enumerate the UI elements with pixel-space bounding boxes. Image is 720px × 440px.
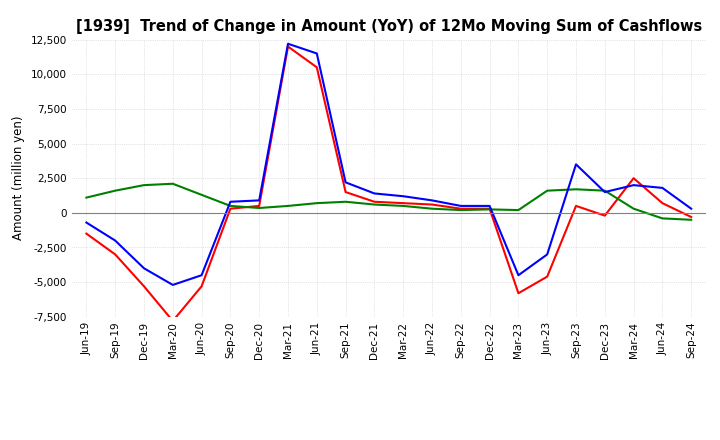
Operating Cashflow [428,202,436,207]
Operating Cashflow [485,206,494,211]
Free Cashflow [629,183,638,188]
Free Cashflow [600,189,609,194]
Investing Cashflow [687,217,696,222]
Operating Cashflow [312,65,321,70]
Investing Cashflow [255,205,264,211]
Line: Investing Cashflow: Investing Cashflow [86,184,691,220]
Free Cashflow [284,41,292,46]
Free Cashflow [428,198,436,203]
Operating Cashflow [341,189,350,194]
Operating Cashflow [370,199,379,205]
Free Cashflow [572,161,580,167]
Operating Cashflow [399,201,408,206]
Free Cashflow [226,199,235,205]
Investing Cashflow [514,207,523,213]
Free Cashflow [255,198,264,203]
Investing Cashflow [572,187,580,192]
Investing Cashflow [456,207,465,213]
Operating Cashflow [226,206,235,211]
Free Cashflow [687,206,696,211]
Operating Cashflow [600,213,609,218]
Operating Cashflow [255,203,264,209]
Free Cashflow [370,191,379,196]
Investing Cashflow [312,201,321,206]
Investing Cashflow [82,195,91,200]
Investing Cashflow [428,206,436,211]
Investing Cashflow [485,207,494,212]
Investing Cashflow [658,216,667,221]
Investing Cashflow [168,181,177,187]
Operating Cashflow [514,290,523,296]
Free Cashflow [341,180,350,185]
Investing Cashflow [399,203,408,209]
Operating Cashflow [82,231,91,236]
Operating Cashflow [111,252,120,257]
Investing Cashflow [341,199,350,205]
Free Cashflow [140,266,148,271]
Free Cashflow [111,238,120,243]
Line: Operating Cashflow: Operating Cashflow [86,47,691,321]
Operating Cashflow [140,284,148,289]
Free Cashflow [312,51,321,56]
Investing Cashflow [140,183,148,188]
Investing Cashflow [543,188,552,193]
Free Cashflow [543,252,552,257]
Investing Cashflow [600,188,609,193]
Operating Cashflow [687,214,696,220]
Investing Cashflow [284,203,292,209]
Operating Cashflow [197,284,206,289]
Title: [1939]  Trend of Change in Amount (YoY) of 12Mo Moving Sum of Cashflows: [1939] Trend of Change in Amount (YoY) o… [76,19,702,34]
Operating Cashflow [543,274,552,279]
Operating Cashflow [168,318,177,323]
Free Cashflow [658,185,667,191]
Free Cashflow [168,282,177,288]
Free Cashflow [456,203,465,209]
Investing Cashflow [370,202,379,207]
Free Cashflow [82,220,91,225]
Investing Cashflow [629,206,638,211]
Operating Cashflow [629,176,638,181]
Y-axis label: Amount (million yen): Amount (million yen) [12,116,25,240]
Free Cashflow [485,203,494,209]
Investing Cashflow [226,203,235,209]
Operating Cashflow [456,206,465,211]
Free Cashflow [197,272,206,278]
Line: Free Cashflow: Free Cashflow [86,44,691,285]
Operating Cashflow [284,44,292,49]
Free Cashflow [514,272,523,278]
Investing Cashflow [111,188,120,193]
Investing Cashflow [197,192,206,198]
Operating Cashflow [572,203,580,209]
Free Cashflow [399,194,408,199]
Operating Cashflow [658,201,667,206]
